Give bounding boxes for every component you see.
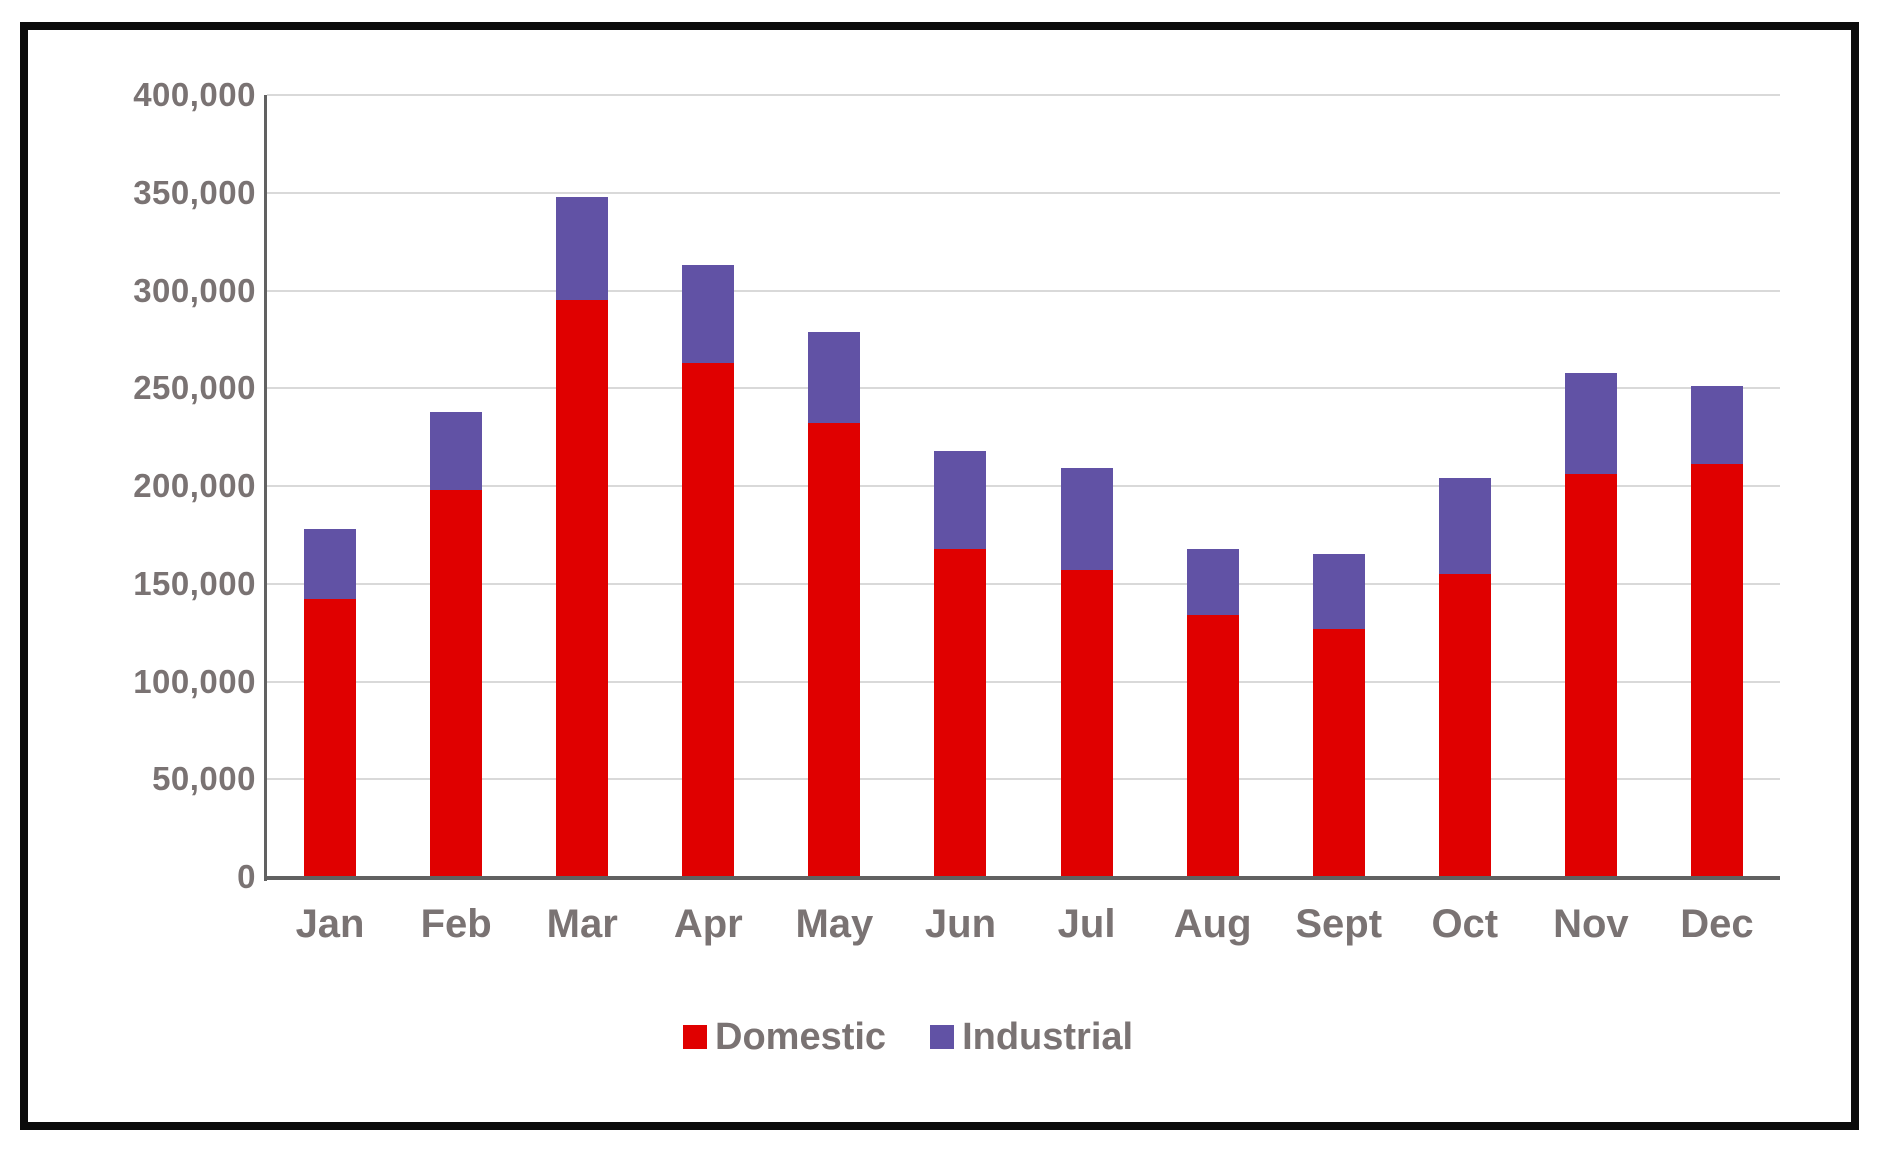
bar-segment-domestic-sept (1312, 628, 1365, 877)
x-axis-line (264, 876, 1780, 880)
legend-label: Industrial (962, 1015, 1134, 1058)
y-axis-tick-label: 150,000 (133, 564, 256, 602)
x-axis-tick-label-jul: Jul (1057, 902, 1116, 946)
chart-legend: Domestic Industrial (683, 1014, 1133, 1060)
bar-segment-industrial-jan (304, 529, 357, 600)
legend-item-domestic: Domestic (683, 1016, 886, 1059)
bar-segment-industrial-aug (1186, 548, 1239, 616)
bar-segment-domestic-oct (1438, 573, 1491, 877)
legend-swatch-domestic (683, 1025, 707, 1049)
gridline-350000 (267, 191, 1780, 194)
legend-item-industrial: Industrial (930, 1016, 1133, 1059)
bar-segment-domestic-dec (1690, 464, 1743, 877)
bar-segment-domestic-apr (682, 362, 735, 877)
gridline-50000 (267, 778, 1780, 781)
gridline-300000 (267, 289, 1780, 292)
bar-segment-industrial-dec (1690, 386, 1743, 465)
bar-segment-industrial-jun (934, 450, 987, 549)
y-axis-tick-label: 200,000 (133, 467, 256, 504)
gridline-400000 (267, 94, 1780, 96)
bar-segment-industrial-may (808, 331, 861, 424)
x-axis-tick-label-jun: Jun (924, 902, 997, 946)
gridline-200000 (267, 485, 1780, 487)
legend-label: Domestic (715, 1015, 887, 1058)
y-axis-tick-label: 400,000 (133, 76, 256, 113)
gridline-250000 (267, 387, 1780, 390)
x-axis-tick-label-nov: Nov (1553, 902, 1629, 946)
bar-segment-industrial-mar (556, 196, 609, 301)
bar-segment-domestic-mar (556, 300, 609, 877)
bar-segment-domestic-jul (1060, 570, 1113, 877)
bar-segment-domestic-may (808, 423, 861, 877)
x-axis-tick-label-jan: Jan (295, 902, 365, 946)
x-axis-tick-label-apr: Apr (673, 902, 743, 946)
x-axis-tick-label-sept: Sept (1295, 902, 1383, 946)
y-axis-tick-label: 300,000 (133, 271, 256, 309)
bar-segment-industrial-feb (430, 411, 483, 490)
x-axis-tick-label-aug: Aug (1173, 902, 1252, 946)
x-axis-tick-label-feb: Feb (420, 902, 492, 946)
y-axis-tick-label: 50,000 (152, 760, 256, 798)
x-axis-tick-label-may: May (795, 902, 874, 946)
x-axis-tick-label-mar: Mar (546, 902, 618, 946)
x-axis-tick-label-oct: Oct (1431, 902, 1499, 946)
y-axis-line (264, 95, 267, 881)
legend-swatch-industrial (930, 1025, 955, 1049)
bar-segment-domestic-jun (934, 548, 987, 877)
bar-segment-domestic-nov (1564, 474, 1617, 877)
bar-segment-domestic-jan (304, 599, 357, 877)
y-axis-tick-label: 100,000 (133, 662, 256, 700)
y-axis-tick-label: 350,000 (133, 173, 256, 211)
y-axis-tick-label: 250,000 (133, 369, 256, 407)
bar-segment-industrial-oct (1438, 478, 1491, 574)
gridline-100000 (267, 680, 1780, 683)
bar-segment-industrial-sept (1312, 554, 1365, 629)
bar-segment-domestic-aug (1186, 615, 1239, 877)
gridline-150000 (267, 582, 1780, 585)
bar-segment-domestic-feb (430, 489, 483, 877)
bar-segment-industrial-apr (682, 265, 735, 363)
x-axis-tick-label-dec: Dec (1680, 902, 1754, 946)
bar-segment-industrial-jul (1060, 468, 1113, 571)
y-axis-tick-label: 0 (237, 858, 256, 895)
bar-segment-industrial-nov (1564, 372, 1617, 475)
